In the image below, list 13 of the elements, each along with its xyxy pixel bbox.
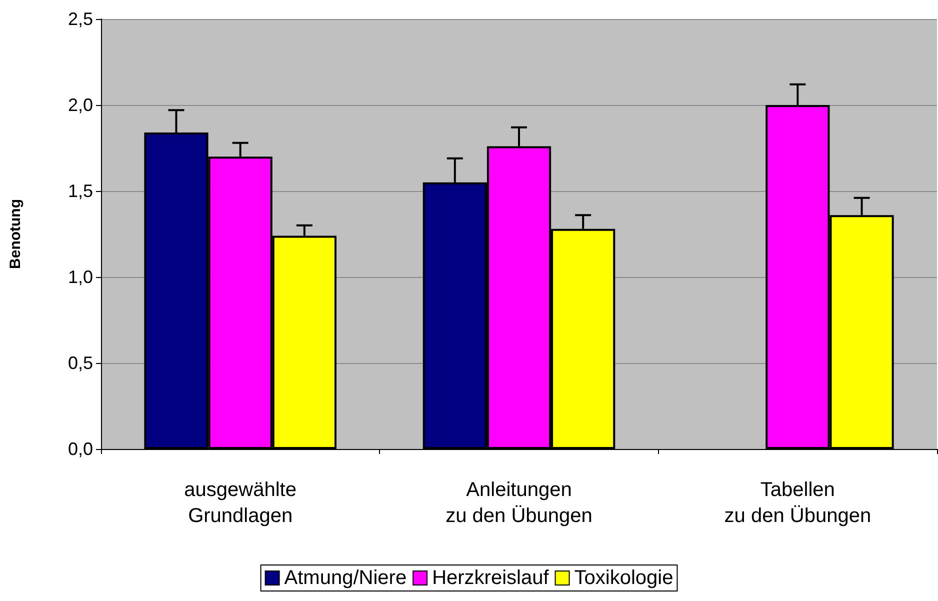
y-tick-label: 0,0 — [68, 439, 93, 459]
y-axis-title: Benotung — [7, 199, 24, 269]
y-tick-label: 2,0 — [68, 95, 93, 115]
x-tick-label: Anleitungen zu den Übungen — [446, 479, 592, 527]
legend-label: Atmung/Niere — [284, 567, 407, 589]
legend-label: Herzkreislauf — [432, 567, 550, 589]
y-tick-label: 0,5 — [68, 353, 93, 373]
y-tick-label: 1,5 — [68, 181, 93, 201]
x-tick-label: ausgewählte Grundlagen — [184, 479, 296, 527]
y-tick-label: 2,5 — [68, 9, 93, 29]
legend-label: Toxikologie — [574, 567, 674, 589]
y-tick-label: 1,0 — [68, 267, 93, 287]
x-tick-label: Tabellen zu den Übungen — [724, 479, 872, 527]
